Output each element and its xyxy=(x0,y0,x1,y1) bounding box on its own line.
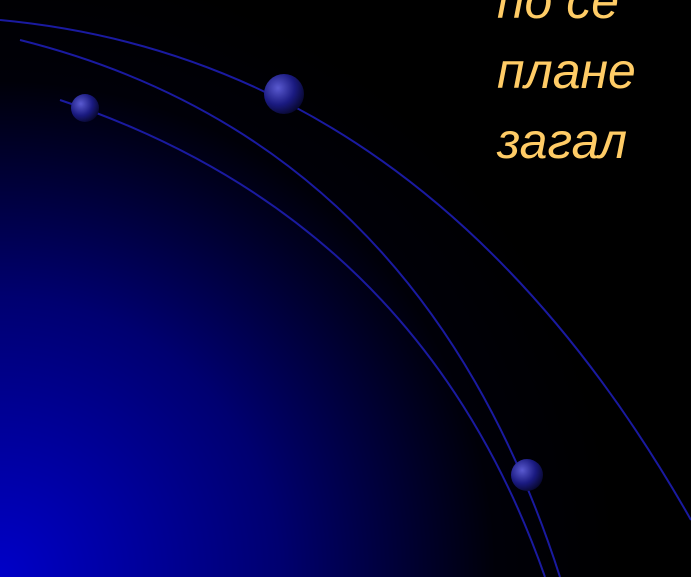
sphere xyxy=(264,74,304,114)
sphere xyxy=(71,94,99,122)
text-line: плане xyxy=(497,43,636,99)
arc xyxy=(19,39,561,577)
arcs xyxy=(0,19,691,577)
text-line: по се xyxy=(497,0,619,29)
arc xyxy=(59,99,546,577)
sphere xyxy=(511,459,543,491)
text-line: загал xyxy=(496,113,627,169)
arc xyxy=(0,19,691,521)
